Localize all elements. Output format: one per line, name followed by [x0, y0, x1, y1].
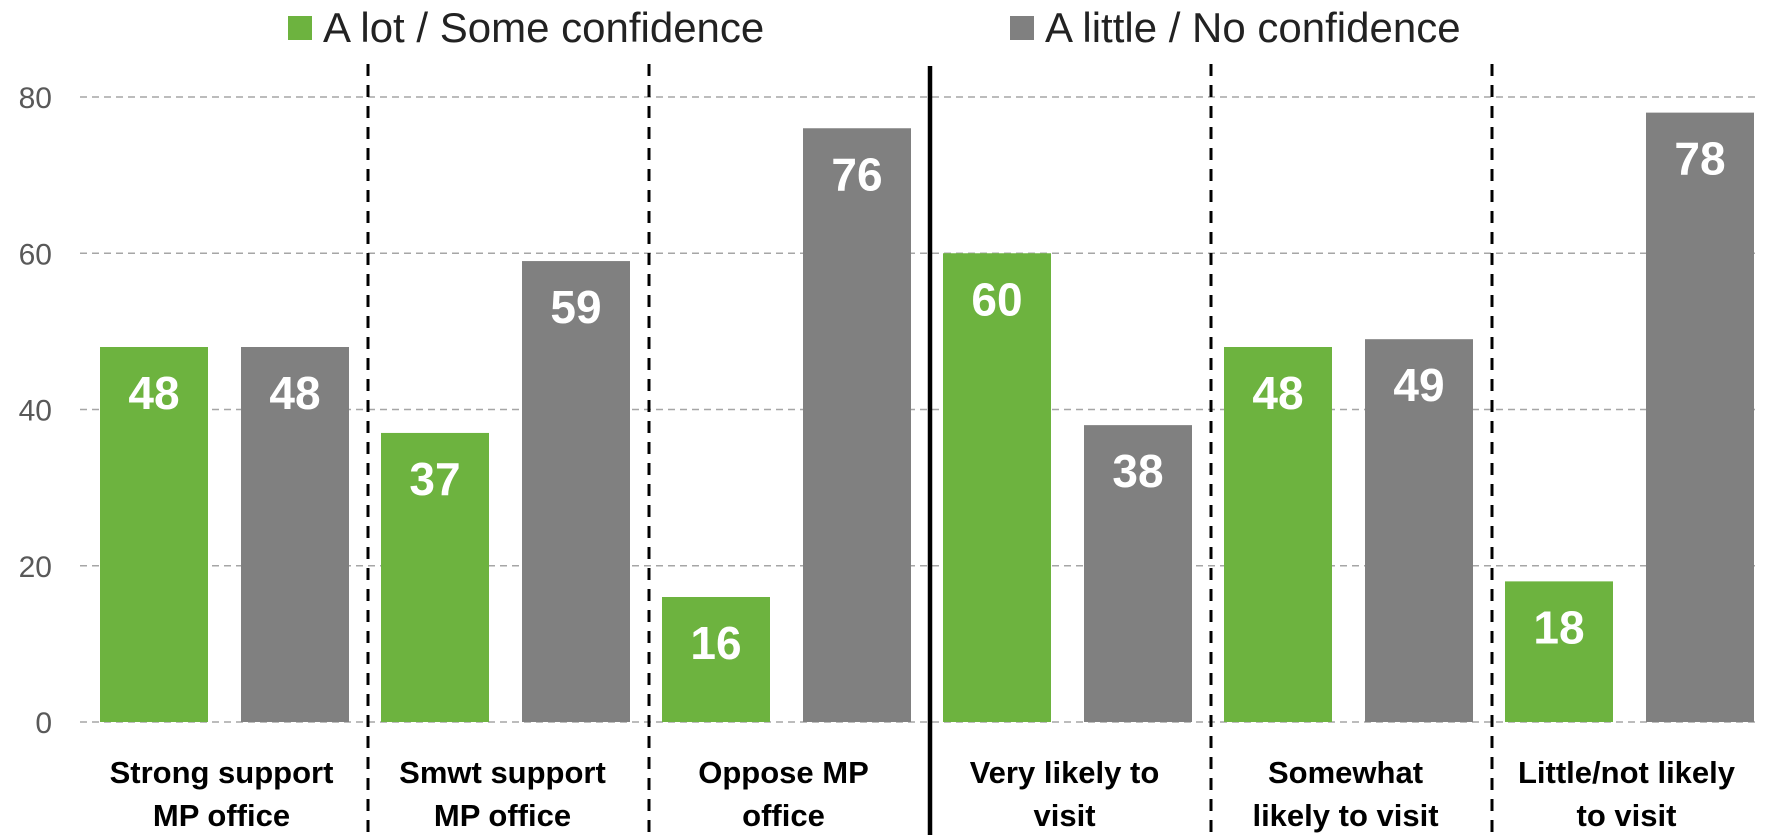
value-labels: 48 37 16 60 48 18 48 59 76 38 49 78 [128, 133, 1725, 669]
bar-series-2 [1365, 339, 1473, 722]
data-label: 16 [690, 617, 741, 669]
data-label: 48 [1252, 367, 1303, 419]
bar-series-2 [241, 347, 349, 722]
bar-series-1 [943, 253, 1051, 722]
y-tick-label: 20 [19, 551, 52, 584]
category-label: Smwt support [399, 755, 606, 790]
bar-series-1 [662, 597, 770, 722]
bars [100, 112, 1754, 722]
data-label: 59 [550, 281, 601, 333]
y-axis-ticks: 0 20 40 60 80 [19, 82, 52, 740]
bar-series-2 [522, 261, 630, 722]
category-label: MP office [153, 798, 290, 833]
bar-series-1 [1505, 581, 1613, 722]
bar-series-1 [381, 432, 489, 722]
gridlines [80, 96, 1756, 723]
bar-series-1 [1224, 347, 1332, 722]
legend-swatch-series-1 [288, 16, 312, 40]
bar-series-2 [803, 128, 911, 722]
data-label: 48 [128, 367, 179, 419]
category-label: visit [1033, 798, 1095, 833]
legend-label-series-2: A little / No confidence [1045, 4, 1461, 51]
data-label: 76 [831, 148, 882, 200]
category-label: Somewhat [1268, 755, 1423, 790]
data-label: 18 [1533, 601, 1584, 653]
category-label: Strong support [110, 755, 334, 790]
legend-label-series-1: A lot / Some confidence [323, 4, 764, 51]
y-tick-label: 80 [19, 82, 52, 115]
data-label: 49 [1393, 359, 1444, 411]
y-tick-label: 0 [35, 707, 52, 740]
bar-series-2 [1646, 112, 1754, 722]
category-dividers [366, 64, 1494, 835]
bar-series-1 [100, 347, 208, 722]
data-label: 78 [1674, 133, 1725, 185]
data-label: 60 [971, 273, 1022, 325]
y-tick-label: 40 [19, 395, 52, 428]
category-label: Oppose MP [698, 755, 869, 790]
bar-series-2 [1084, 425, 1192, 722]
data-label: 38 [1112, 445, 1163, 497]
category-label: Little/not likely [1518, 755, 1736, 790]
data-label: 37 [409, 453, 460, 505]
category-label: office [742, 798, 825, 833]
category-label: Very likely to [970, 755, 1160, 790]
category-label: to visit [1577, 798, 1677, 833]
category-labels: Strong support MP office Smwt support MP of… [110, 755, 1736, 833]
category-label: MP office [434, 798, 571, 833]
data-label: 48 [269, 367, 320, 419]
y-tick-label: 60 [19, 238, 52, 271]
legend-swatch-series-2 [1010, 16, 1034, 40]
legend: A lot / Some confidence A little / No co… [288, 4, 1461, 51]
category-label: likely to visit [1252, 798, 1438, 833]
